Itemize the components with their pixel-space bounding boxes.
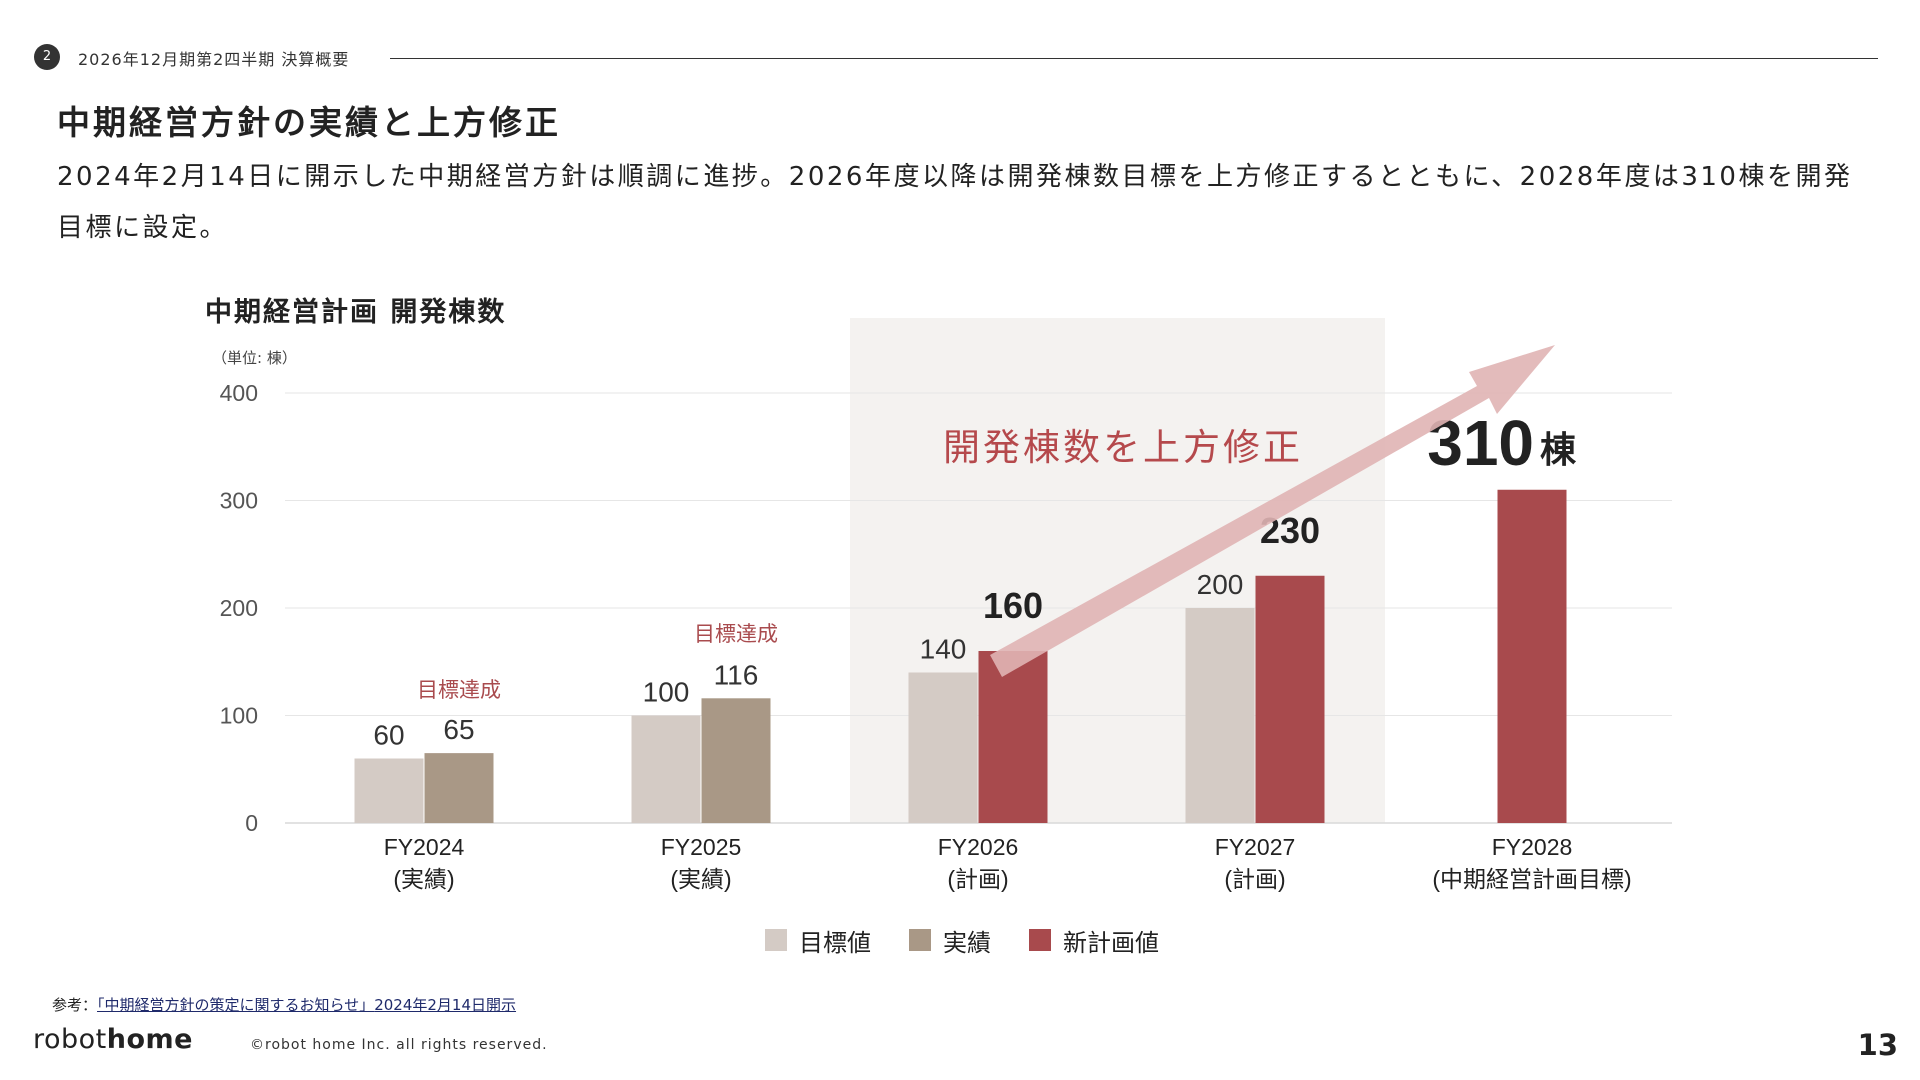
page-number: 13: [1857, 1028, 1898, 1062]
bar-fy2025-actual: [701, 698, 771, 823]
legend-item-new-plan: 新計画値: [1029, 923, 1159, 958]
achieved-label-fy2025: 目標達成: [694, 622, 778, 646]
value-label-fy2024-actual: 65: [443, 714, 474, 745]
x-label-fy2027: FY2027: [1215, 834, 1296, 860]
section-number-badge: 2: [34, 44, 60, 70]
legend-swatch-target: [765, 929, 787, 951]
y-tick-0: 0: [245, 810, 258, 836]
x-sublabel-fy2028: (中期経営計画目標): [1432, 866, 1631, 892]
x-sublabel-fy2026: (計画): [947, 866, 1008, 892]
legend-label-target: 目標値: [799, 928, 871, 957]
reference-date[interactable]: 2024年2月14日開示: [374, 996, 517, 1014]
bar-fy2025-target: [631, 715, 701, 823]
x-label-fy2028: FY2028: [1492, 834, 1573, 860]
bar-fy2024-actual: [424, 753, 494, 823]
logo-robot: robot: [33, 1024, 107, 1055]
y-tick-400: 400: [220, 380, 258, 406]
legend-item-actual: 実績: [909, 923, 991, 958]
value-label-fy2025-actual: 116: [714, 659, 759, 690]
x-label-fy2026: FY2026: [938, 834, 1019, 860]
y-tick-300: 300: [220, 488, 258, 514]
copyright: ©robot home Inc. all rights reserved.: [250, 1037, 548, 1053]
legend-swatch-new-plan: [1029, 929, 1051, 951]
legend-label-actual: 実績: [943, 928, 991, 957]
achieved-label-fy2024: 目標達成: [417, 678, 501, 702]
legend-item-target: 目標値: [765, 923, 871, 958]
x-label-fy2024: FY2024: [384, 834, 465, 860]
page-description: 2024年2月14日に開示した中期経営方針は順調に進捗。2026年度以降は開発棟…: [57, 162, 1853, 243]
chart-legend: 目標値 実績 新計画値: [765, 923, 1159, 958]
page-title: 中期経営方針の実績と上方修正: [57, 103, 561, 142]
x-sublabel-fy2024: (実績): [393, 866, 454, 892]
legend-swatch-actual: [909, 929, 931, 951]
value-label-fy2025-target: 100: [643, 677, 690, 708]
bar-fy2027-target: [1185, 608, 1255, 823]
value-label-fy2024-target: 60: [373, 720, 404, 751]
section-divider: [390, 58, 1878, 59]
x-label-fy2025: FY2025: [661, 834, 742, 860]
bar-fy2026-target: [908, 672, 978, 823]
revision-label: 開発棟数を上方修正: [943, 426, 1303, 469]
chart-title: 中期経営計画 開発棟数: [205, 297, 507, 328]
x-sublabel-fy2025: (実績): [670, 866, 731, 892]
value-unit-fy2028: 棟: [1540, 430, 1577, 471]
legend-label-new-plan: 新計画値: [1063, 928, 1159, 957]
bar-fy2027-new-plan: [1255, 575, 1325, 823]
bar-fy2026-new-plan: [978, 651, 1048, 823]
revision-arrow: [990, 345, 1555, 677]
company-logo: robothome: [33, 1024, 193, 1055]
x-sublabel-fy2027: (計画): [1224, 866, 1285, 892]
section-header: 2 2026年12月期第2四半期 決算概要: [34, 42, 1878, 70]
y-tick-100: 100: [220, 703, 258, 729]
logo-home: home: [106, 1024, 193, 1055]
section-label: 2026年12月期第2四半期 決算概要: [78, 50, 350, 69]
reference-link[interactable]: 「中期経営方針の策定に関するお知らせ」: [97, 996, 375, 1014]
reference-note: 参考：「中期経営方針の策定に関するお知らせ」2024年2月14日開示: [52, 994, 516, 1015]
value-label-fy2026-new-plan: 160: [983, 585, 1043, 626]
value-label-fy2027-target: 200: [1197, 569, 1244, 600]
bar-fy2024-target: [354, 758, 424, 823]
value-label-fy2026-target: 140: [920, 634, 967, 665]
y-axis-unit: （単位: 棟）: [212, 349, 297, 367]
reference-prefix: 参考：: [52, 996, 98, 1014]
bar-fy2028-new-plan: [1497, 489, 1567, 823]
y-tick-200: 200: [220, 595, 258, 621]
